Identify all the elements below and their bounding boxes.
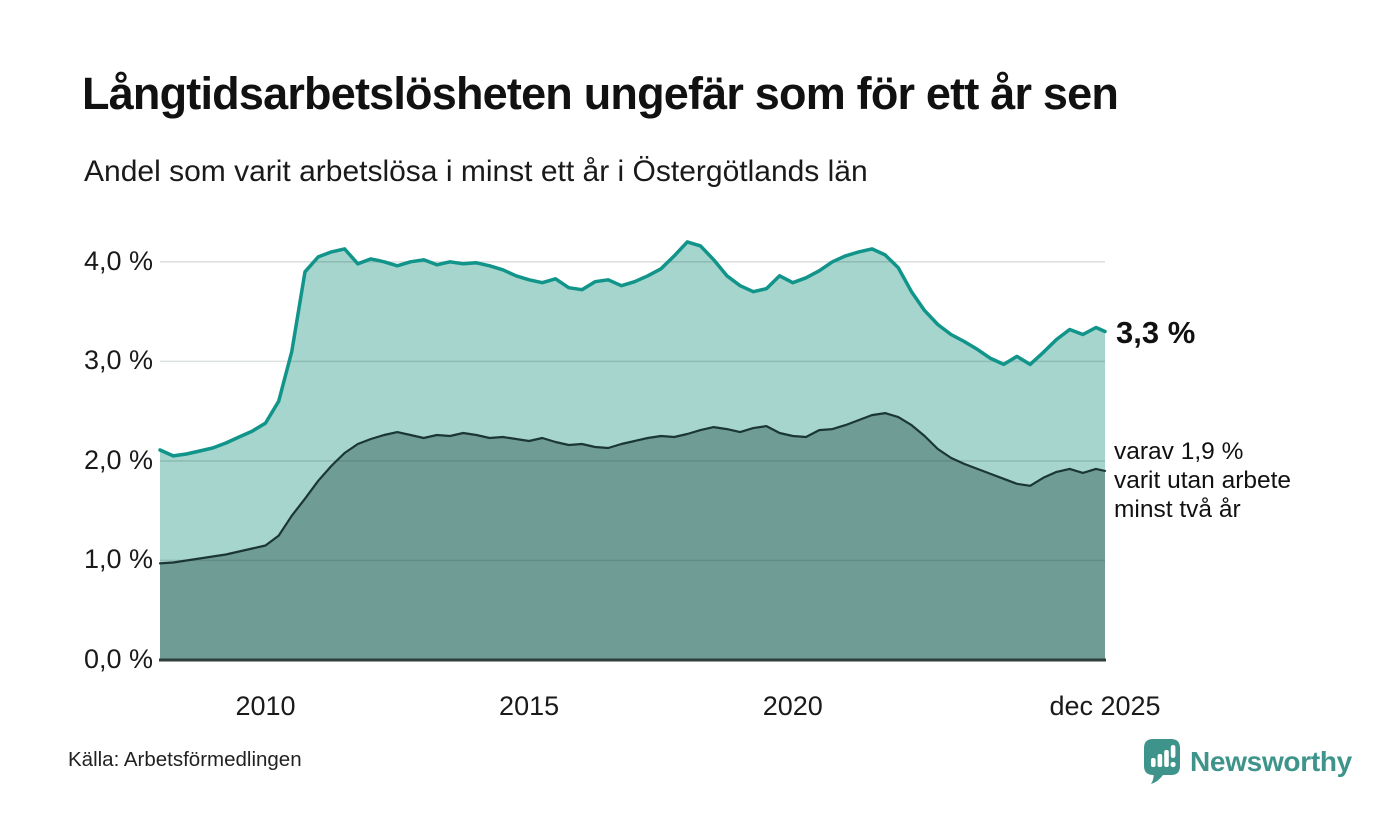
y-tick-label: 4,0 % — [83, 245, 153, 276]
y-tick-label: 1,0 % — [83, 544, 153, 575]
x-tick-label: dec 2025 — [1049, 691, 1161, 721]
line-min-one-year — [158, 240, 1107, 458]
x-tick-label: 2010 — [235, 691, 296, 721]
x-tick-label: 2015 — [499, 691, 560, 721]
annotation-line: minst två år — [1114, 496, 1241, 523]
y-tick-label: 0,0 % — [83, 644, 153, 674]
annotation-line: varit utan arbete — [1114, 467, 1292, 494]
source-note: Källa: Arbetsförmedlingen — [68, 748, 302, 771]
page-subtitle: Andel som varit arbetslösa i minst ett å… — [84, 155, 868, 188]
line-min-two-years — [158, 412, 1107, 565]
area-min-two-years — [160, 413, 1105, 660]
page-title: Långtidsarbetslösheten ungefär som för e… — [82, 68, 1119, 119]
annotation-latest-total: 3,3 % — [1116, 315, 1196, 350]
y-tick-label: 3,0 % — [83, 345, 153, 376]
newsworthy-chart-bubble-icon — [1143, 738, 1181, 785]
brand-wordmark: Newsworthy — [1190, 745, 1352, 777]
annotation-two-year-share: varav 1,9 % varit utan arbete minst två … — [1114, 437, 1291, 524]
x-tick-label: 2020 — [762, 691, 823, 721]
annotation-line: varav 1,9 % — [1114, 438, 1244, 465]
y-tick-label: 2,0 % — [83, 444, 153, 475]
brand-logo[interactable]: Newsworthy — [1143, 738, 1352, 785]
